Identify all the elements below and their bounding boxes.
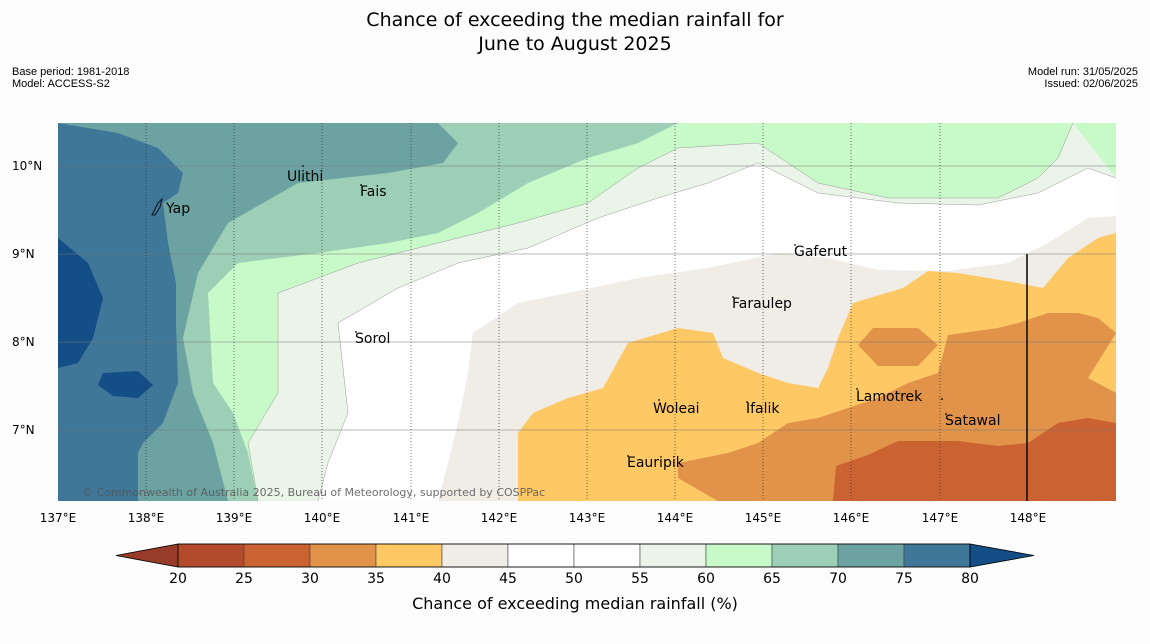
place-label-faraulep: Faraulep xyxy=(732,296,792,312)
colorbar-tick-label: 60 xyxy=(697,571,715,587)
colorbar-tick-label: 40 xyxy=(433,571,451,587)
place-label-satawal: Satawal xyxy=(945,413,1000,429)
meta-left: Base period: 1981-2018 Model: ACCESS-S2 xyxy=(12,66,129,90)
marker-gaferut xyxy=(794,244,796,246)
place-label-woleai: Woleai xyxy=(653,401,700,417)
colorbar-cell xyxy=(771,543,839,568)
region-35-40-island xyxy=(858,328,938,366)
lat-label: 7°N xyxy=(12,423,35,437)
region-80-plus xyxy=(58,238,103,368)
colorbar-tick-label: 80 xyxy=(961,571,979,587)
colorbar-low-extend xyxy=(115,543,179,568)
colorbar-tick-label: 75 xyxy=(895,571,913,587)
marker-lamotrek xyxy=(856,388,858,390)
colorbar-tick-label: 35 xyxy=(367,571,385,587)
colorbar-cell xyxy=(705,543,773,568)
lon-label: 146°E xyxy=(832,511,870,525)
copyright-notice: © Commonwealth of Australia 2025, Bureau… xyxy=(82,486,545,499)
map-svg: Yap Ulithi Fais Gaferut Faraulep Sorol L… xyxy=(58,123,1116,501)
colorbar-cell xyxy=(441,543,509,568)
marker-satawal xyxy=(945,413,947,415)
marker-eauripik xyxy=(627,455,629,457)
place-label-eauripik: Eauripik xyxy=(627,455,685,471)
rainfall-map: Yap Ulithi Fais Gaferut Faraulep Sorol L… xyxy=(58,123,1116,501)
region-30-35 xyxy=(833,418,1116,501)
colorbar-tick-label: 65 xyxy=(763,571,781,587)
colorbar-tick-label: 25 xyxy=(235,571,253,587)
colorbar-cell xyxy=(573,543,641,568)
colorbar-cell xyxy=(639,543,707,568)
title-line-1: Chance of exceeding the median rainfall … xyxy=(366,9,784,31)
lat-label: 9°N xyxy=(12,247,35,261)
lon-label: 139°E xyxy=(215,511,253,525)
lon-label: 137°E xyxy=(39,511,77,525)
colorbar-cells xyxy=(177,543,971,568)
place-label-ulithi: Ulithi xyxy=(287,169,323,185)
place-label-gaferut: Gaferut xyxy=(794,244,848,260)
colorbar-high-extend xyxy=(969,543,1035,568)
lon-label: 144°E xyxy=(656,511,694,525)
model-name: Model: ACCESS-S2 xyxy=(12,78,110,90)
colorbar-tick-label: 50 xyxy=(565,571,583,587)
lon-label: 145°E xyxy=(744,511,782,525)
colorbar-cell xyxy=(243,543,311,568)
place-label-fais: Fais xyxy=(360,184,387,200)
lon-label: 148°E xyxy=(1009,511,1047,525)
place-label-ifalik: Ifalik xyxy=(746,401,780,417)
lon-label: 147°E xyxy=(921,511,959,525)
marker-fais xyxy=(360,184,362,186)
lat-label: 8°N xyxy=(12,335,35,349)
colorbar-tick-labels: 20 25 30 35 40 45 50 55 60 65 70 75 80 xyxy=(169,571,979,587)
place-label-yap: Yap xyxy=(165,201,190,217)
colorbar-cell xyxy=(177,543,245,568)
contour-line-55 xyxy=(247,123,1074,501)
place-label-lamotrek: Lamotrek xyxy=(856,389,923,405)
colorbar-tick-label: 20 xyxy=(169,571,187,587)
colorbar-cell xyxy=(375,543,443,568)
marker-ulithi xyxy=(302,165,304,167)
colorbar-tick-label: 30 xyxy=(301,571,319,587)
marker-faraulep xyxy=(732,296,734,298)
lon-label: 140°E xyxy=(303,511,341,525)
map-title: Chance of exceeding the median rainfall … xyxy=(0,8,1150,56)
region-80-plus-small xyxy=(98,371,153,398)
issued-date: Issued: 02/06/2025 xyxy=(1044,78,1138,90)
base-period: Base period: 1981-2018 xyxy=(12,66,130,78)
colorbar-cell xyxy=(837,543,905,568)
place-markers xyxy=(302,165,947,457)
marker-lamotrek-2 xyxy=(941,398,943,400)
meridian-lines xyxy=(145,123,941,501)
colorbar-cell xyxy=(903,543,971,568)
colorbar-tick-label: 55 xyxy=(631,571,649,587)
lon-label: 142°E xyxy=(480,511,518,525)
marker-woleai xyxy=(658,399,660,401)
lon-label: 138°E xyxy=(127,511,165,525)
yap-island-icon xyxy=(151,197,163,216)
colorbar-cell xyxy=(507,543,575,568)
marker-sorol xyxy=(355,331,357,333)
colorbar-cell xyxy=(309,543,377,568)
model-run: Model run: 31/05/2025 xyxy=(1027,66,1138,78)
colorbar: 20 25 30 35 40 45 50 55 60 65 70 75 80 xyxy=(115,543,1035,587)
lon-label: 141°E xyxy=(392,511,430,525)
marker-ifalik xyxy=(746,401,748,403)
colorbar-tick-label: 70 xyxy=(829,571,847,587)
meta-right: Model run: 31/05/2025 Issued: 02/06/2025 xyxy=(1028,66,1138,90)
lat-label: 10°N xyxy=(12,159,43,173)
colorbar-tick-label: 45 xyxy=(499,571,517,587)
place-label-sorol: Sorol xyxy=(355,331,390,347)
colorbar-title: Chance of exceeding median rainfall (%) xyxy=(412,594,738,613)
region-75-80 xyxy=(58,123,183,501)
title-line-2: June to August 2025 xyxy=(478,33,672,55)
contour-line-50 xyxy=(317,162,1116,501)
lon-label: 143°E xyxy=(568,511,606,525)
